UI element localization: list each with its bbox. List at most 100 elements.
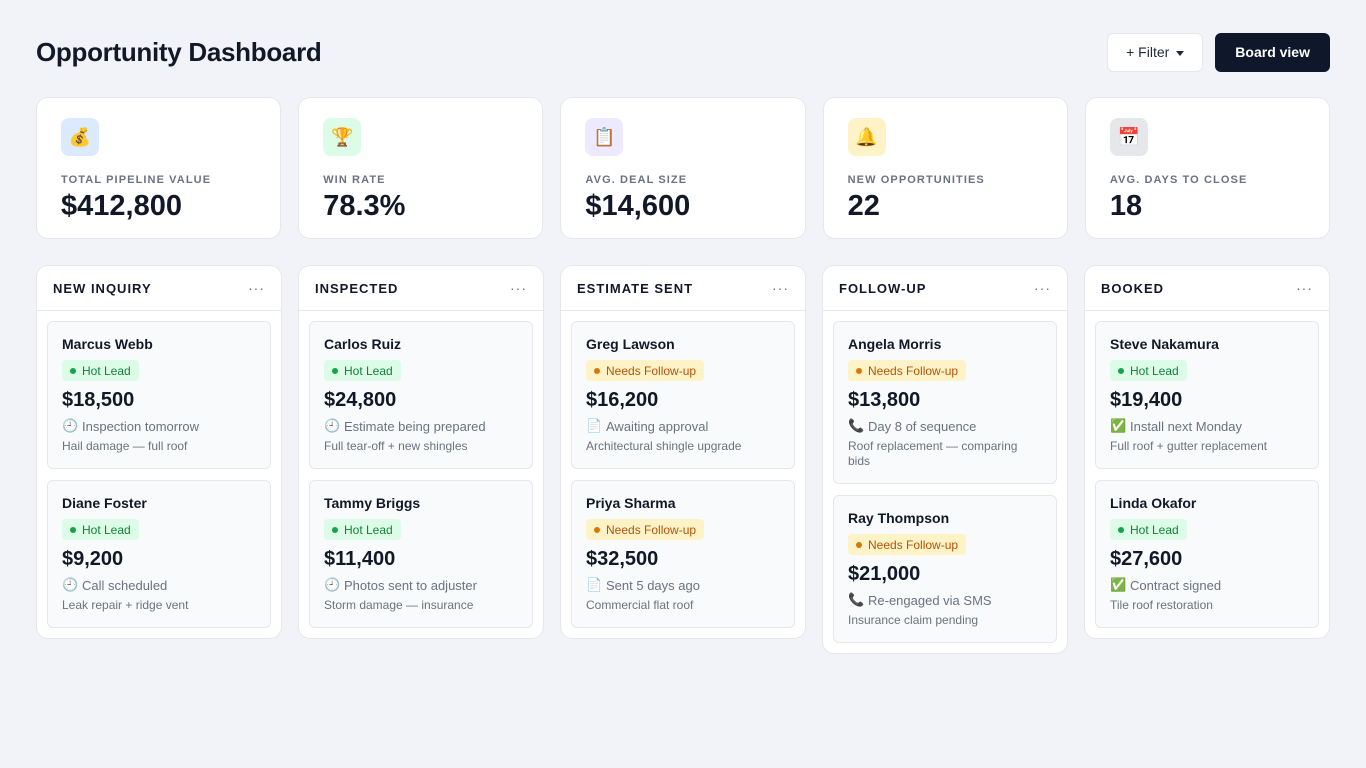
status-badge: Hot Lead [324, 360, 401, 381]
job-description: Full tear-off + new shingles [324, 439, 468, 453]
opportunity-card[interactable]: Priya Sharma Needs Follow-up $32,500 📄 Sent … [571, 480, 795, 628]
filter-button-label: + Filter [1126, 44, 1170, 60]
badge-label: Needs Follow-up [606, 363, 697, 378]
status-text: Awaiting approval [606, 418, 709, 434]
card-status: 📄 Awaiting approval [586, 418, 780, 434]
status-text: Inspection tomorrow [82, 418, 200, 434]
status-dot-icon [594, 526, 600, 533]
kpi-card: 📋 Avg. Deal Size $14,600 [560, 97, 806, 239]
more-options-icon[interactable]: ··· [772, 280, 789, 296]
board-view-button[interactable]: Board view [1215, 32, 1330, 72]
opportunity-card[interactable]: Diane Foster Hot Lead $9,200 🕘 Call schedule… [47, 480, 271, 628]
opportunity-card[interactable]: Tammy Briggs Hot Lead $11,400 🕘 Photos sent … [309, 480, 533, 628]
clock-icon: 🕘 [62, 418, 79, 433]
kpi-value: 78.3% [323, 190, 406, 222]
job-description: Tile roof restoration [1110, 598, 1213, 612]
contact-name: Linda Okafor [1110, 495, 1197, 511]
clock-icon: 🕘 [324, 418, 341, 433]
status-dot-icon [856, 367, 862, 374]
status-badge: Hot Lead [62, 360, 139, 381]
clipboard-icon: 📋 [585, 118, 624, 156]
job-description: Insurance claim pending [848, 613, 979, 627]
pipeline-column: Booked ··· Steve Nakamura Hot Lead $19,400 ✅ I… [1084, 265, 1330, 639]
card-status: ✅ Contract signed [1110, 577, 1304, 593]
more-options-icon[interactable]: ··· [510, 280, 527, 296]
badge-label: Hot Lead [344, 363, 393, 378]
kpi-label: New Opportunities [847, 174, 985, 186]
contact-name: Ray Thompson [848, 510, 950, 526]
kpi-card: 🔔 New Opportunities 22 [822, 97, 1068, 239]
opportunity-card[interactable]: Marcus Webb Hot Lead $18,500 🕘 Inspection to… [47, 321, 271, 469]
status-badge: Hot Lead [324, 519, 401, 540]
bell-icon: 🔔 [847, 118, 886, 156]
status-badge: Needs Follow-up [586, 519, 705, 540]
status-badge: Hot Lead [1110, 519, 1187, 540]
job-description: Hail damage — full roof [62, 439, 188, 453]
opportunity-card[interactable]: Angela Morris Needs Follow-up $13,800 📞 Day … [833, 321, 1057, 484]
kpi-label: Total Pipeline Value [61, 174, 212, 186]
opportunity-card[interactable]: Ray Thompson Needs Follow-up $21,000 📞 Re-en… [833, 495, 1057, 643]
contact-name: Diane Foster [62, 495, 147, 511]
card-status: 🕘 Inspection tomorrow [62, 418, 256, 434]
kpi-label: Win Rate [323, 174, 386, 186]
status-badge: Hot Lead [62, 519, 139, 540]
column-header: Follow-up ··· [823, 266, 1067, 311]
status-text: Day 8 of sequence [868, 418, 977, 434]
opportunity-card[interactable]: Greg Lawson Needs Follow-up $16,200 📄 Awaiti… [571, 321, 795, 469]
kpi-card: 🏆 Win Rate 78.3% [298, 97, 544, 239]
contact-name: Tammy Briggs [324, 495, 421, 511]
status-dot-icon [1118, 367, 1124, 374]
more-options-icon[interactable]: ··· [1296, 280, 1313, 296]
job-description: Roof replacement — comparing bids [848, 439, 1018, 468]
phone-icon: 📞 [848, 418, 865, 433]
kpi-row: 💰 Total Pipeline Value $412,800 🏆 Win Rate 78… [36, 97, 1331, 239]
status-text: Install next Monday [1130, 418, 1243, 434]
column-title: Estimate Sent [577, 280, 694, 296]
status-text: Sent 5 days ago [606, 577, 700, 593]
clock-icon: 🕘 [62, 577, 79, 592]
kpi-value: 22 [847, 190, 880, 222]
more-options-icon[interactable]: ··· [1034, 280, 1051, 296]
status-text: Call scheduled [82, 577, 168, 593]
badge-label: Needs Follow-up [606, 522, 697, 537]
chevron-down-icon [1176, 50, 1185, 56]
check-icon: ✅ [1110, 418, 1127, 433]
column-title: Follow-up [839, 280, 927, 296]
document-icon: 📄 [586, 418, 603, 433]
deal-amount: $13,800 [848, 389, 921, 411]
contact-name: Marcus Webb [62, 336, 153, 352]
status-dot-icon [332, 367, 338, 374]
deal-amount: $24,800 [324, 389, 397, 411]
job-description: Leak repair + ridge vent [62, 598, 189, 612]
opportunity-card[interactable]: Linda Okafor Hot Lead $27,600 ✅ Contract sig… [1095, 480, 1319, 628]
contact-name: Greg Lawson [586, 336, 675, 352]
status-badge: Needs Follow-up [586, 360, 705, 381]
opportunity-card[interactable]: Carlos Ruiz Hot Lead $24,800 🕘 Estimate bein… [309, 321, 533, 469]
pipeline-column: New Inquiry ··· Marcus Webb Hot Lead $18,500… [36, 265, 282, 639]
kpi-value: $14,600 [585, 190, 691, 222]
deal-amount: $11,400 [324, 548, 396, 570]
badge-label: Hot Lead [82, 522, 131, 537]
pipeline-column: Follow-up ··· Angela Morris Needs Follow-up… [822, 265, 1068, 654]
filter-button[interactable]: + Filter [1107, 32, 1204, 72]
column-title: Booked [1101, 280, 1165, 296]
trophy-icon: 🏆 [323, 118, 362, 156]
deal-amount: $27,600 [1110, 548, 1183, 570]
status-text: Contract signed [1130, 577, 1222, 593]
money-bag-icon: 💰 [61, 118, 99, 156]
deal-amount: $9,200 [62, 548, 124, 570]
opportunity-card[interactable]: Steve Nakamura Hot Lead $19,400 ✅ Install ne… [1095, 321, 1319, 469]
status-badge: Needs Follow-up [848, 360, 967, 381]
kpi-card: 💰 Total Pipeline Value $412,800 [36, 97, 282, 239]
kpi-card: 📅 Avg. Days to Close 18 [1084, 97, 1331, 239]
card-status: 🕘 Call scheduled [62, 577, 256, 593]
column-header: Estimate Sent ··· [561, 266, 805, 311]
card-status: 📞 Re-engaged via SMS [848, 592, 1042, 608]
column-header: Booked ··· [1085, 266, 1329, 311]
header-actions: + Filter Board view [1107, 32, 1330, 72]
more-options-icon[interactable]: ··· [248, 280, 265, 296]
calendar-icon: 📅 [1109, 118, 1148, 156]
badge-label: Hot Lead [344, 522, 393, 537]
status-dot-icon [1118, 526, 1124, 533]
job-description: Architectural shingle upgrade [586, 439, 742, 453]
